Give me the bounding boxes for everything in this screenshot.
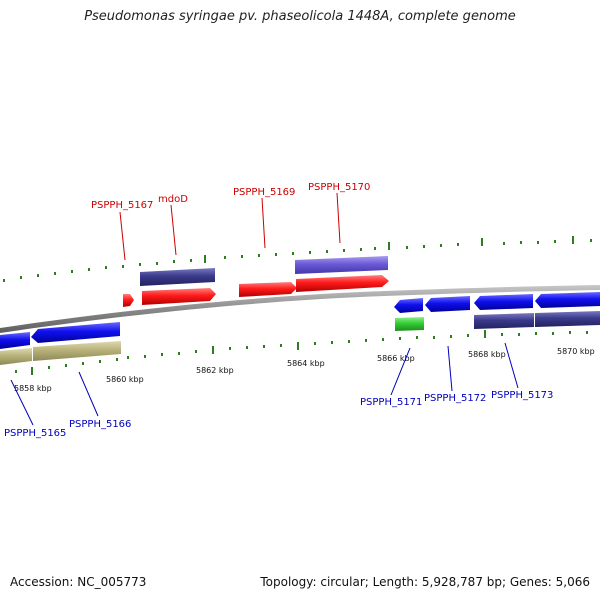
bottom-strand-features bbox=[0, 292, 600, 365]
feature-pspph-5171-green[interactable] bbox=[395, 317, 424, 331]
scale-label-5866: 5866 kbp bbox=[377, 354, 415, 363]
gene-label-pspph-5173[interactable]: PSPPH_5173 bbox=[491, 390, 553, 401]
scale-label-5860: 5860 kbp bbox=[106, 375, 144, 384]
gene-label-pspph-5165[interactable]: PSPPH_5165 bbox=[4, 428, 66, 439]
leader-line-pspph-5165 bbox=[10, 379, 34, 426]
accession-text: Accession: NC_005773 bbox=[10, 575, 147, 589]
feature-pspph-5172[interactable] bbox=[425, 296, 470, 312]
feature-pspph-5173[interactable] bbox=[474, 294, 533, 310]
leader-line-pspph-5171 bbox=[390, 347, 411, 396]
topology-text: Topology: circular; Length: 5,928,787 bp… bbox=[260, 575, 590, 589]
gene-label-pspph-5166[interactable]: PSPPH_5166 bbox=[69, 419, 131, 430]
gene-label-pspph-5167[interactable]: PSPPH_5167 bbox=[91, 200, 153, 211]
feature-pspph-5165[interactable] bbox=[0, 332, 30, 349]
gene-label-pspph-5170[interactable]: PSPPH_5170 bbox=[308, 182, 370, 193]
page-title: Pseudomonas syringae pv. phaseolicola 14… bbox=[84, 9, 516, 24]
gene-label-pspph-5172[interactable]: PSPPH_5172 bbox=[424, 393, 486, 404]
scale-label-5864: 5864 kbp bbox=[287, 359, 325, 368]
scale-label-5870: 5870 kbp bbox=[557, 347, 595, 356]
inner-tick-ring bbox=[15, 330, 588, 375]
feature-pspph-5165-olive[interactable] bbox=[0, 348, 32, 365]
feature-pspph-5170[interactable] bbox=[296, 275, 389, 292]
scale-label-5862: 5862 kbp bbox=[196, 366, 234, 375]
leader-line-pspph-5169 bbox=[261, 197, 266, 249]
gene-label-pspph-5171[interactable]: PSPPH_5171 bbox=[360, 397, 422, 408]
leader-line-mdod bbox=[170, 204, 177, 256]
leader-line-pspph-5172 bbox=[447, 345, 453, 392]
genome-backbone bbox=[0, 285, 600, 333]
gene-label-mdod[interactable]: mdoD bbox=[158, 194, 188, 205]
outer-tick-ring bbox=[3, 236, 592, 282]
leader-line-pspph-5166 bbox=[78, 371, 99, 417]
leader-line-pspph-5170 bbox=[336, 192, 341, 244]
leader-line-pspph-5173 bbox=[504, 342, 519, 389]
scale-label-5868: 5868 kbp bbox=[468, 350, 506, 359]
leader-line-pspph-5167 bbox=[119, 211, 126, 261]
top-strand-features bbox=[123, 256, 389, 307]
gene-label-pspph-5169[interactable]: PSPPH_5169 bbox=[233, 187, 295, 198]
feature-pspph-5171[interactable] bbox=[394, 298, 423, 313]
feature-pspph-5169[interactable] bbox=[239, 282, 297, 297]
feature-pspph-5166[interactable] bbox=[31, 322, 120, 343]
feature-pspph-5170-purple[interactable] bbox=[295, 256, 388, 274]
feature-adjacent-blue[interactable] bbox=[535, 292, 600, 308]
feature-pspph-5173-dark[interactable] bbox=[474, 313, 534, 329]
scale-label-5858: 5858 kbp bbox=[14, 384, 52, 393]
feature-adjacent-dark[interactable] bbox=[535, 311, 600, 327]
feature-mdod[interactable] bbox=[142, 288, 216, 305]
feature-mdod-dark[interactable] bbox=[140, 268, 215, 286]
feature-pspph-5167[interactable] bbox=[123, 294, 134, 307]
feature-pspph-5166-olive[interactable] bbox=[33, 341, 121, 361]
